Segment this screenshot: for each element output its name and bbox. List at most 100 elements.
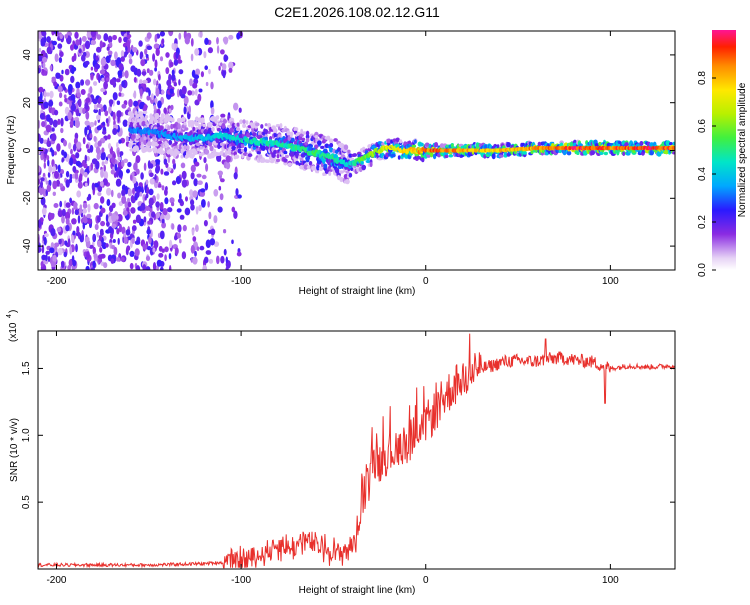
spectrogram-ridge-dot: [200, 117, 205, 123]
spectrogram-noise-dot: [158, 74, 161, 81]
spectrogram-noise-dot: [72, 230, 76, 236]
spectrogram-noise-dot: [45, 124, 52, 133]
spectrogram-noise-dot: [96, 152, 101, 161]
spectrogram-ridge-dot: [339, 170, 344, 174]
spectrogram-noise-dot: [220, 255, 225, 264]
spectrogram-noise-dot: [154, 97, 158, 104]
spectrogram-noise-dot: [86, 31, 93, 38]
spectrogram-noise-dot: [71, 207, 75, 215]
spectrogram-noise-dot: [41, 68, 44, 73]
spectrogram-noise-dot: [117, 192, 122, 199]
spectrogram-noise-dot: [161, 185, 165, 191]
spectrogram-noise-dot: [127, 201, 132, 208]
spectrogram-noise-dot: [157, 183, 162, 188]
spectrogram-noise-dot: [107, 50, 113, 56]
spectrogram-noise-dot: [222, 69, 226, 79]
spectrogram-noise-dot: [233, 172, 238, 180]
spectrogram-noise-dot: [133, 90, 137, 99]
spectrogram-noise-dot: [205, 81, 209, 87]
spectrogram-ridge-dot: [418, 142, 424, 147]
spectrogram-noise-dot: [190, 164, 196, 173]
spectrogram-noise-dot: [75, 243, 78, 253]
spectrogram-noise-dot: [91, 267, 95, 270]
spectrogram-noise-dot: [38, 247, 42, 253]
spectrogram-noise-dot: [129, 262, 134, 270]
spectrogram-noise-dot: [139, 51, 144, 59]
spectrogram-noise-dot: [228, 67, 233, 73]
spectrogram-noise-dot: [161, 222, 167, 229]
spectrogram-ridge-dot: [142, 116, 146, 122]
spectrogram-noise-dot: [85, 79, 91, 86]
spectrogram-noise-dot: [111, 223, 117, 229]
spectrogram-noise-dot: [59, 92, 63, 99]
spectrogram-noise-dot: [218, 185, 222, 191]
spectrogram-noise-dot: [102, 130, 107, 135]
spectrogram-noise-dot: [118, 92, 122, 97]
spectrogram-noise-dot: [176, 208, 182, 213]
spectrogram-noise-dot: [152, 247, 156, 253]
spectrogram-noise-dot: [99, 69, 106, 75]
spectrogram-noise-dot: [176, 88, 180, 98]
spectrogram-noise-dot: [163, 171, 170, 176]
spectrogram-noise-dot: [169, 239, 173, 249]
spectrogram-ridge-dot: [506, 142, 511, 148]
spectrogram-noise-dot: [152, 53, 156, 62]
spectrogram-noise-dot: [81, 54, 86, 62]
spectrogram-noise-dot: [183, 96, 189, 105]
spectrogram-noise-dot: [71, 234, 75, 243]
spectrogram-noise-dot: [64, 68, 70, 76]
spectrogram-noise-dot: [200, 71, 204, 78]
spectrogram-ridge-dot: [448, 154, 453, 158]
spectrogram-noise-dot: [236, 32, 241, 40]
spectrogram-ridge-dot: [136, 147, 140, 152]
spectrogram-noise-dot: [106, 198, 111, 207]
spectrogram-noise-dot: [94, 63, 100, 70]
spectrogram-noise-dot: [146, 32, 152, 39]
spectrogram-noise-dot: [64, 97, 68, 103]
spectrogram-ridge-dot: [194, 121, 199, 127]
spectrogram-noise-dot: [175, 52, 179, 59]
spectrogram-noise-dot: [100, 87, 106, 93]
spectrogram-ridge-dot: [129, 148, 135, 152]
colorbar-ticks: 0.0 0.2 0.4 0.6 0.8: [697, 71, 716, 277]
spectrogram-noise-dot: [130, 207, 136, 214]
colorbar-tick-label: 0.4: [697, 167, 708, 181]
spectrogram-noise-dot: [92, 246, 97, 255]
spectrogram-noise-dot: [46, 155, 50, 161]
spectrogram-noise-dot: [117, 214, 123, 222]
spectrogram-ridge-dot: [227, 124, 232, 129]
spectrogram-ridge-dot: [208, 142, 213, 147]
spectrogram-noise-dot: [97, 254, 104, 260]
spectrogram-noise-dot: [192, 256, 198, 265]
spectrogram-noise-dot: [220, 113, 226, 118]
spectrogram-noise-dot: [86, 196, 90, 201]
spectrogram-noise-dot: [100, 196, 105, 204]
spectrogram-ridge-dot: [186, 145, 190, 150]
spectrogram-ridge-dot: [273, 127, 277, 133]
spectrogram-noise-dot: [121, 80, 125, 88]
spectrogram-noise-dot: [177, 59, 183, 64]
spectrogram-noise-dot: [92, 234, 96, 241]
spectrogram-noise-dot: [111, 189, 114, 198]
spectrogram-ridge-dot: [622, 151, 626, 156]
spectrogram-noise-dot: [53, 151, 57, 156]
spectrogram-noise-dot: [65, 224, 70, 232]
spectrogram-noise-dot: [127, 161, 132, 168]
spectrogram-noise-dot: [38, 67, 41, 74]
spectrogram-ridge-dot: [142, 110, 148, 115]
spectrogram-noise-dot: [64, 34, 68, 39]
spectrogram-noise-dot: [161, 89, 165, 95]
spectrogram-noise-dot: [121, 71, 125, 77]
spectrogram-ridge-dot: [333, 138, 338, 142]
spectrogram-noise-dot: [161, 248, 165, 253]
spectrogram-noise-dot: [125, 46, 128, 52]
spectrogram-noise-dot: [87, 203, 91, 213]
spectrogram-noise-dot: [146, 45, 153, 50]
spectrogram-noise-dot: [46, 46, 52, 55]
spectrogram-noise-dot: [117, 70, 123, 77]
spectrogram-noise-dot: [109, 205, 114, 213]
spectrogram-noise-dot: [133, 76, 137, 83]
spectrogram-noise-dot: [203, 220, 208, 227]
spectrogram-noise-dot: [108, 226, 113, 234]
